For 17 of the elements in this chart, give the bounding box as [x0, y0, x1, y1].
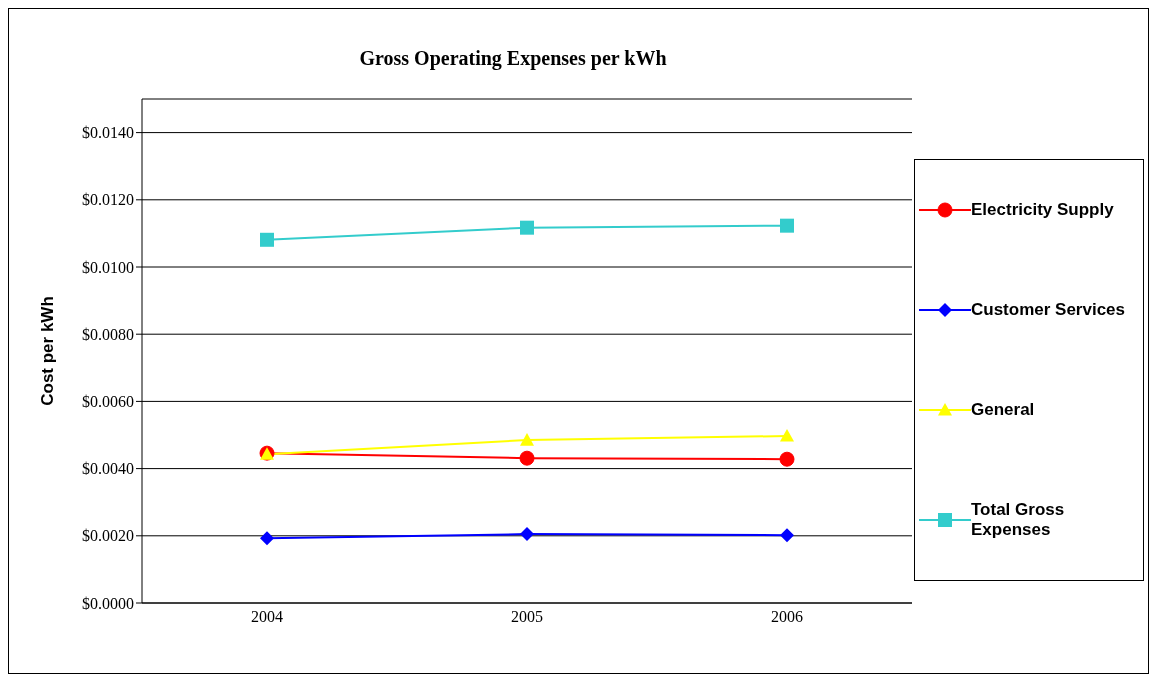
y-tick-label: $0.0100 — [82, 258, 134, 276]
x-tick-label: 2005 — [511, 608, 543, 626]
legend-label: Total Gross Expenses — [971, 500, 1066, 540]
y-tick-label: $0.0000 — [82, 594, 134, 612]
y-tick-label: $0.0080 — [82, 325, 134, 343]
legend-label: Customer Services — [971, 300, 1126, 320]
y-tick-label: $0.0020 — [82, 527, 134, 545]
x-tick-label: 2004 — [251, 608, 283, 626]
legend-label: Electricity Supply — [971, 200, 1114, 220]
legend-label: General — [971, 400, 1035, 420]
y-tick-label: $0.0060 — [82, 393, 134, 411]
x-tick-label: 2006 — [771, 608, 803, 626]
y-tick-label: $0.0040 — [82, 460, 134, 478]
y-axis-title: Cost per kWh — [38, 296, 58, 406]
chart-title: Gross Operating Expenses per kWh — [358, 47, 668, 70]
y-tick-label: $0.0120 — [82, 191, 134, 209]
y-tick-label: $0.0140 — [82, 124, 134, 142]
